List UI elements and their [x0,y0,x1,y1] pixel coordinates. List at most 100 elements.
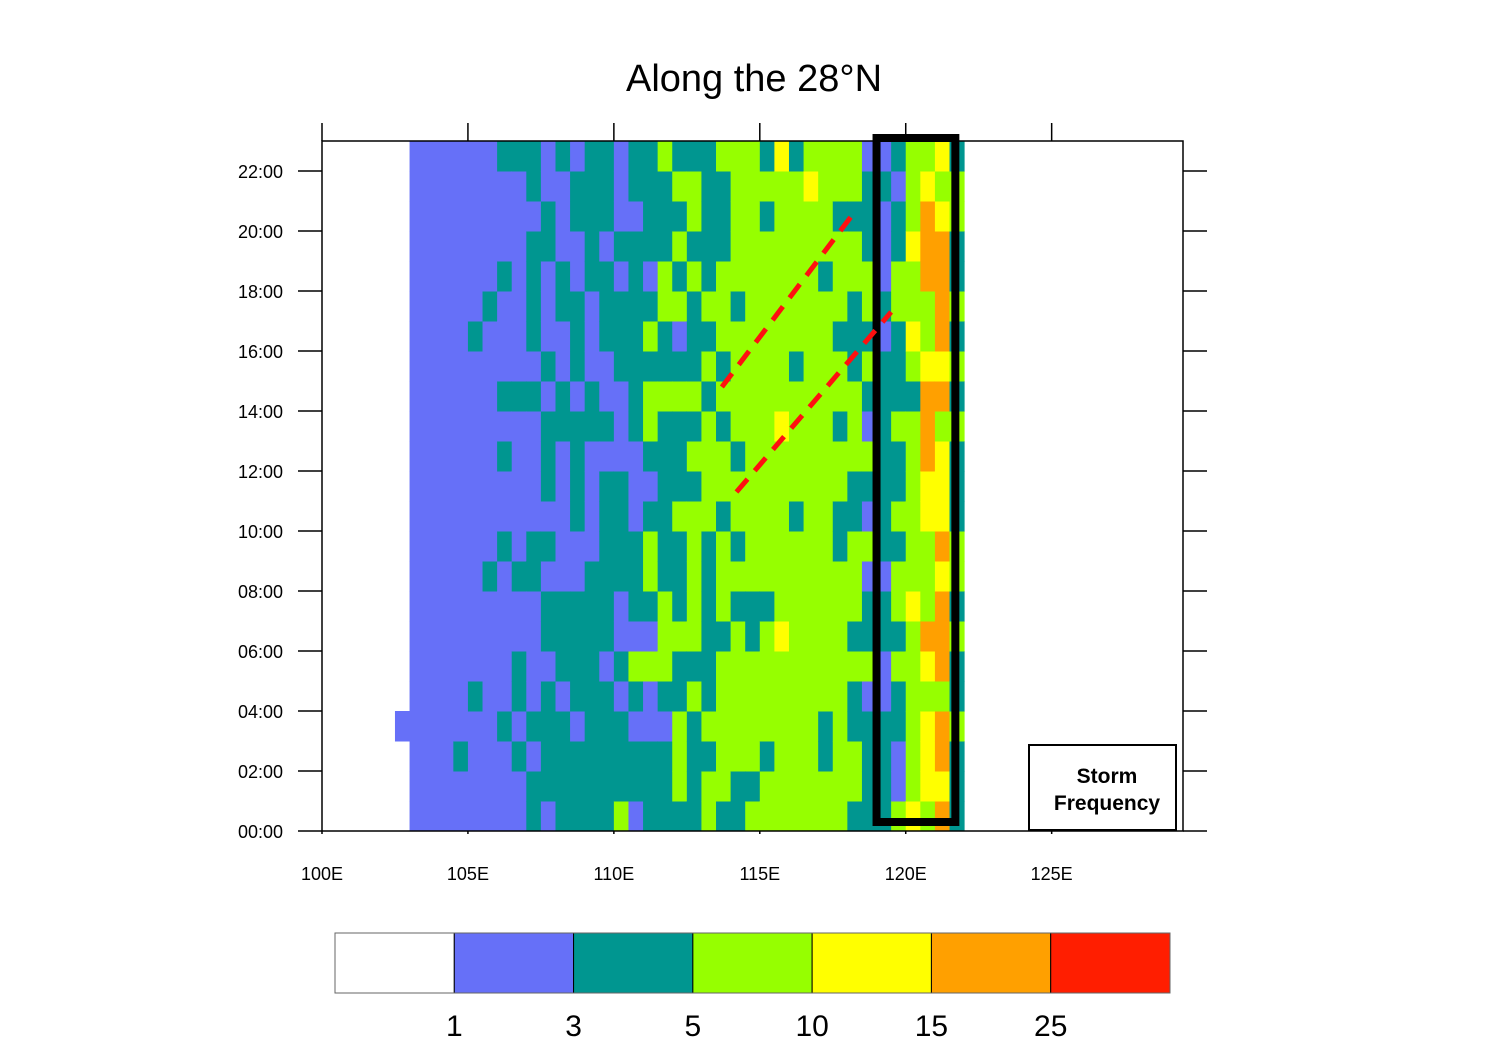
field-cell [555,261,571,292]
field-cell [891,141,907,172]
field-cell [424,741,440,772]
field-cell [613,621,629,652]
field-cell [891,501,907,532]
colorbar-label: 15 [915,1010,948,1043]
field-cell [482,141,498,172]
field-cell [424,531,440,562]
field-cell [540,801,556,832]
field-cell [540,231,556,262]
field-cell [467,291,484,322]
field-cell [657,681,673,712]
field-cell [643,471,659,502]
field-cell [409,291,425,322]
field-cell [599,771,615,802]
field-cell [497,351,513,382]
field-cell [686,501,702,532]
field-cell [759,621,775,652]
colorbar-segment [811,932,932,994]
field-cell [643,231,659,262]
field-cell [847,591,863,622]
field-cell [701,381,717,412]
field-cell [920,351,936,382]
field-cell [920,261,936,292]
field-cell [716,171,732,202]
field-cell [570,561,586,592]
field-cell [905,291,921,322]
field-cell [672,351,688,382]
field-cell [818,741,834,772]
y-tick-label: 10:00 [238,522,283,542]
field-cell [628,201,644,232]
field-cell [555,681,571,712]
field-cell [438,231,454,262]
field-cell [672,141,688,172]
field-cell [526,591,542,622]
field-cell [643,321,659,352]
field-cell [891,321,907,352]
field-cell [409,261,425,292]
field-cell [716,651,732,682]
field-cell [643,501,659,532]
field-cell [599,291,615,322]
field-cell [920,771,936,802]
axis-ticks [298,123,1207,834]
field-cell [934,381,951,412]
field-cell [438,291,454,322]
field-cell [570,651,586,682]
field-cell [774,441,790,472]
field-cell [686,591,702,622]
field-cell [832,531,848,562]
field-cell [584,441,600,472]
field-cell [409,351,425,382]
field-cell [905,771,921,802]
field-cell [467,801,484,832]
field-cell [745,381,761,412]
field-cell [920,651,936,682]
field-cell [803,801,819,832]
field-cell [467,441,484,472]
x-tick-label: 125E [1031,864,1073,884]
field-cell [409,651,425,682]
field-cell [934,561,951,592]
field-cell [482,531,498,562]
field-cell [672,621,688,652]
field-cell [920,591,936,622]
field-cell [657,381,673,412]
field-cell [438,561,454,592]
field-cell [511,141,527,172]
field-cell [424,801,440,832]
field-cell [555,591,571,622]
field-cell [745,261,761,292]
field-cell [613,681,629,712]
field-cell [584,651,600,682]
field-cell [891,291,907,322]
field-cell [730,621,746,652]
field-cell [730,411,746,442]
colorbar: 1 3 5 10 15 25 [334,932,1171,1043]
field-cell [540,771,556,802]
field-cell [497,621,513,652]
field-cell [891,231,907,262]
field-cell [453,351,469,382]
field-cell [584,351,600,382]
field-cell [453,471,469,502]
field-cell [570,291,586,322]
field-cell [584,261,600,292]
field-cell [467,711,484,742]
field-cell [905,381,921,412]
field-cell [891,771,907,802]
field-cell [716,291,732,322]
field-cell [409,801,425,832]
colorbar-label: 3 [565,1010,582,1043]
field-cell [409,531,425,562]
field-cell [643,261,659,292]
field-cell [745,141,761,172]
field-cell [818,321,834,352]
field-cell [540,441,556,472]
field-cell [730,681,746,712]
field-cell [832,171,848,202]
field-cell [716,681,732,712]
field-cell [497,801,513,832]
field-cell [686,351,702,382]
field-cell [920,171,936,202]
